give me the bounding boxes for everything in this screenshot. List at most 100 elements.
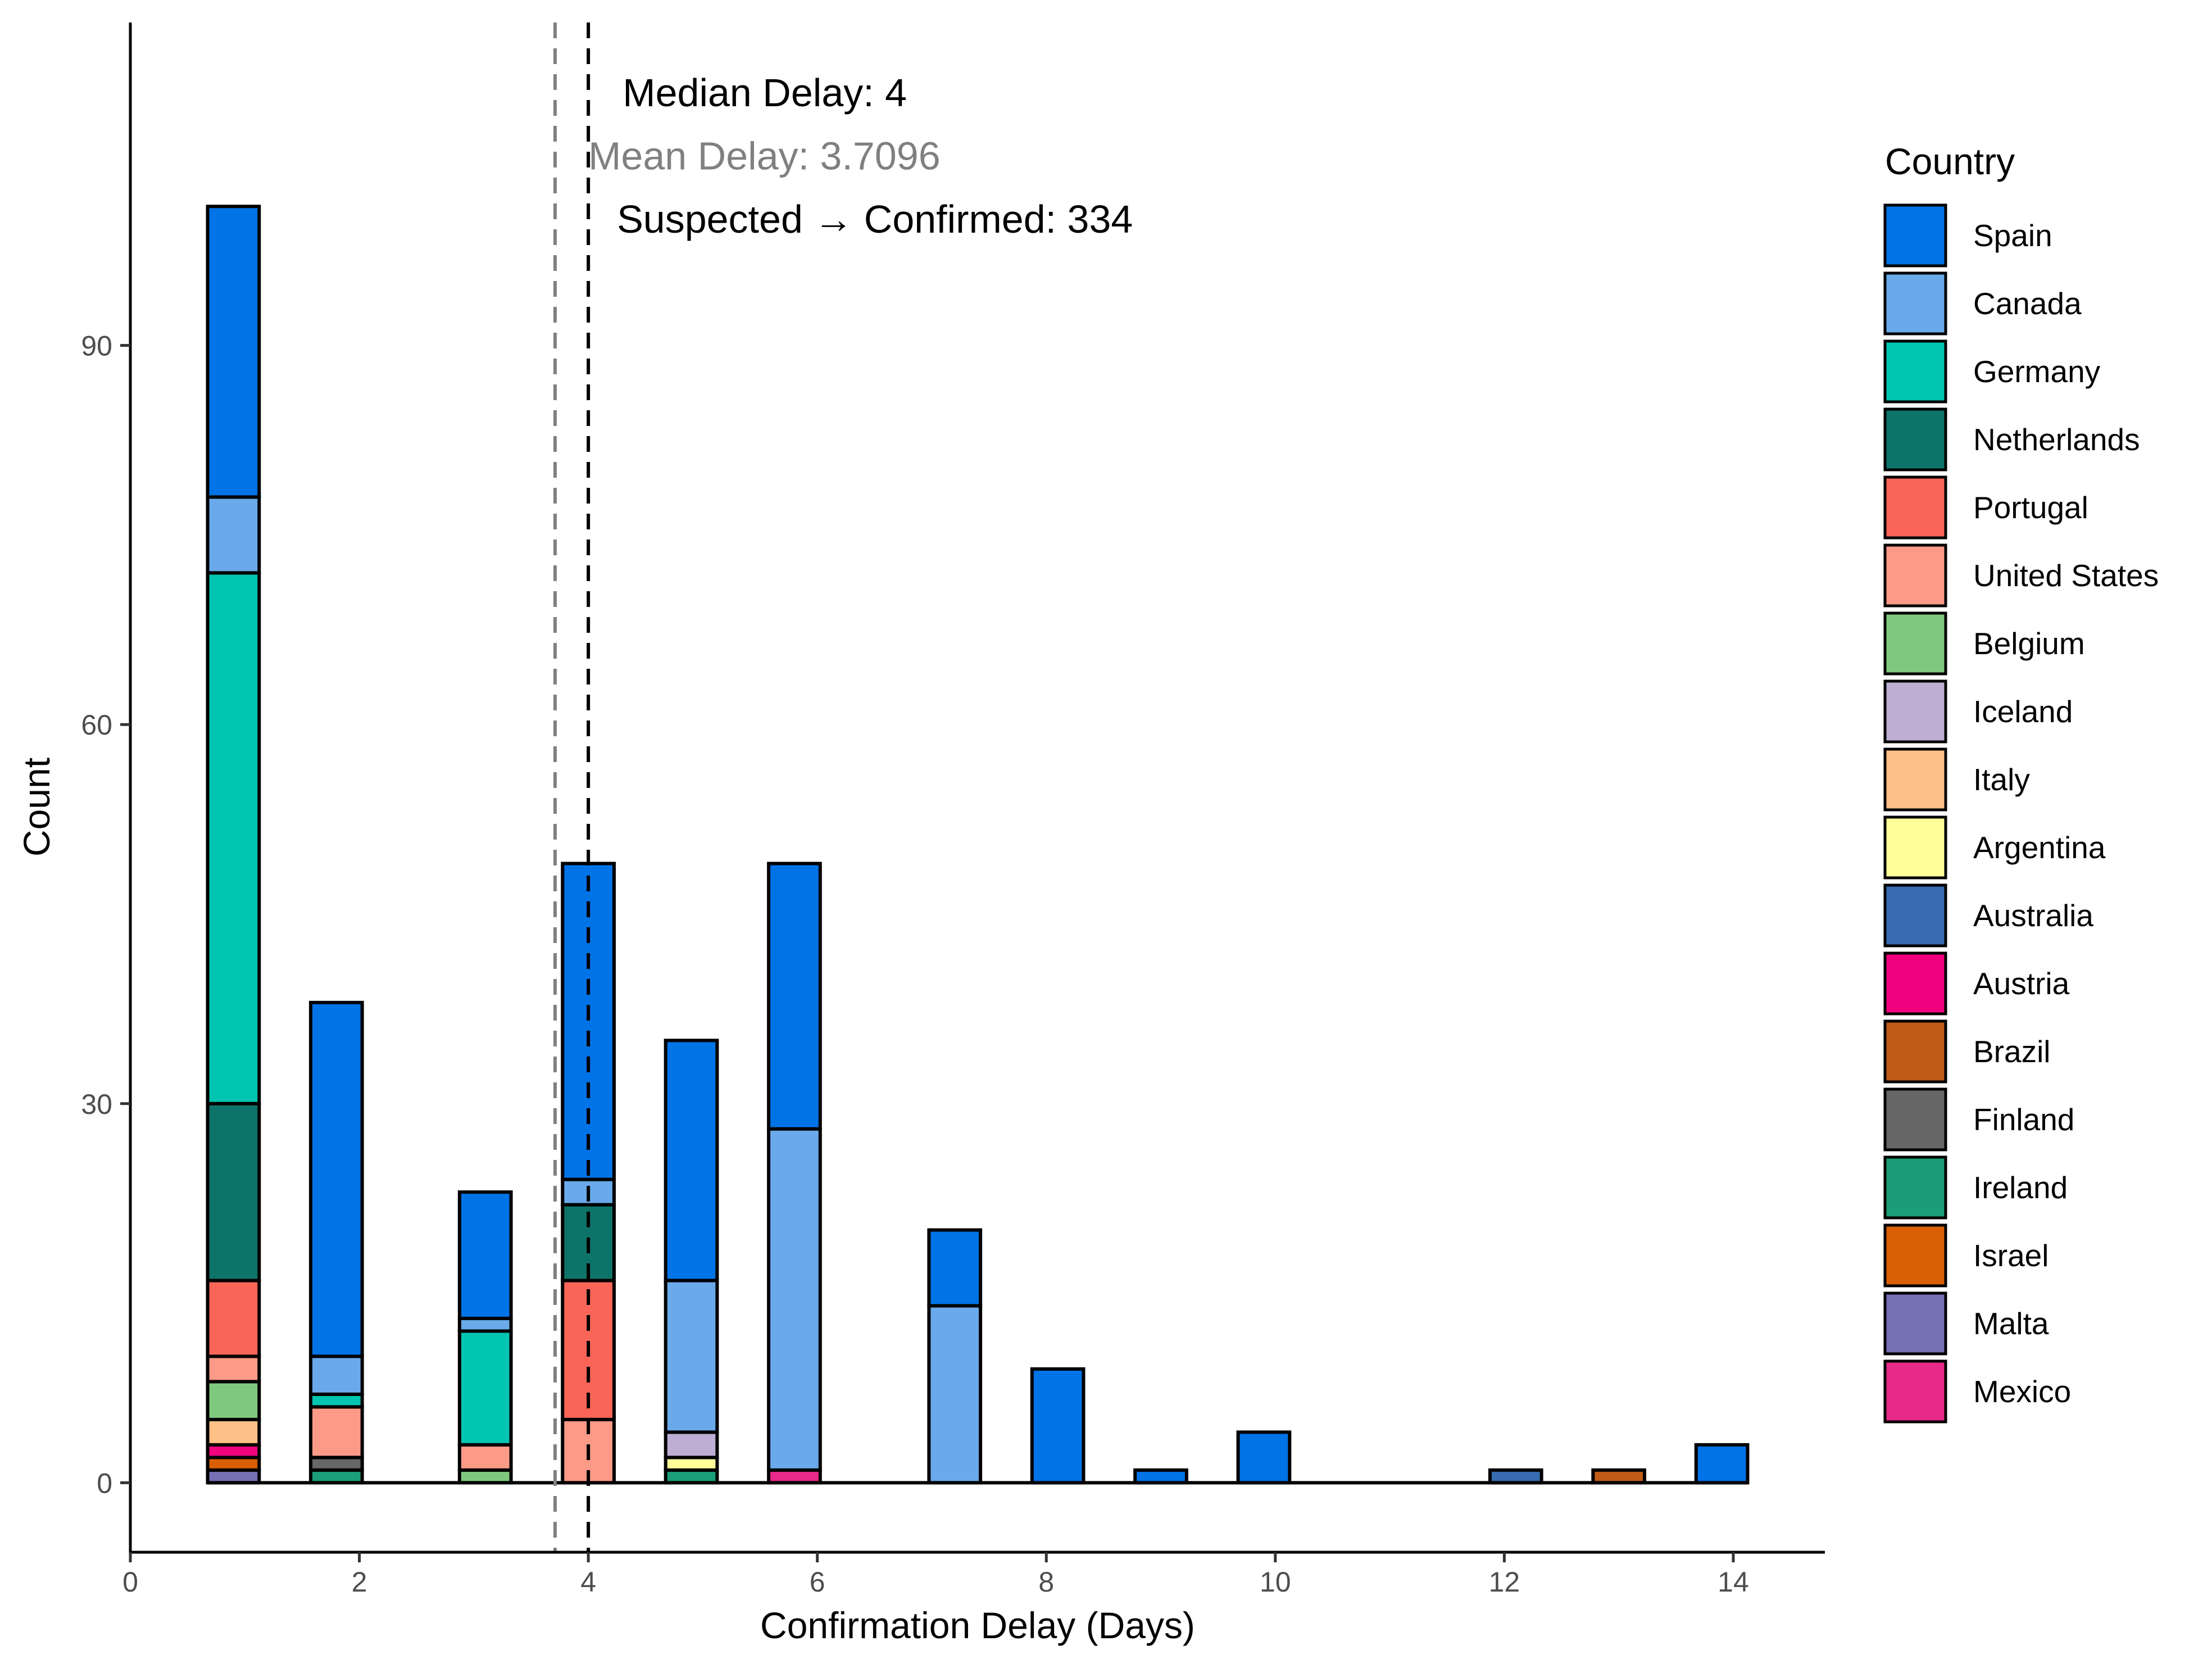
legend-label: Brazil xyxy=(1973,1034,2051,1069)
bar-stack xyxy=(1488,1468,1543,1485)
legend-swatch xyxy=(1883,951,1947,1016)
bar-segment xyxy=(767,1468,822,1485)
bar-segment xyxy=(308,1392,364,1409)
legend-swatch xyxy=(1883,543,1947,608)
legend-title: Country xyxy=(1885,140,2015,182)
legend-entry: Austria xyxy=(1883,951,2070,1016)
legend-swatch xyxy=(1883,339,1947,404)
legend-entry: Italy xyxy=(1883,747,2030,812)
legend-entry: Mexico xyxy=(1883,1359,2071,1424)
bar-segment xyxy=(457,1329,513,1447)
legend-entry: Belgium xyxy=(1883,611,2085,676)
legend-label: Austria xyxy=(1973,966,2070,1001)
bar-segment xyxy=(308,1354,364,1396)
bar-segment xyxy=(308,1468,364,1485)
bar-segment xyxy=(664,1430,719,1459)
x-tick-label: 0 xyxy=(122,1566,138,1598)
bar-segment xyxy=(308,1456,364,1472)
legend-entry: Spain xyxy=(1883,203,2052,268)
legend-label: Canada xyxy=(1973,286,2082,321)
x-tick-label: 6 xyxy=(810,1566,825,1598)
bar-segment xyxy=(308,1000,364,1358)
bar-stack xyxy=(1694,1443,1750,1485)
x-tick-label: 10 xyxy=(1260,1566,1291,1598)
legend-label: Argentina xyxy=(1973,830,2106,865)
bar-segment xyxy=(1591,1468,1647,1485)
legend-entry: Iceland xyxy=(1883,679,2073,744)
legend-entry: United States xyxy=(1883,543,2159,608)
x-tick-label: 12 xyxy=(1489,1566,1520,1598)
x-axis-title: Confirmation Delay (Days) xyxy=(760,1604,1195,1646)
legend-entry: Canada xyxy=(1883,271,2082,336)
axes: 0 2 4 6 8 10 12 14 0 30 60 90 Confirmation Delay (Da… xyxy=(16,22,1825,1646)
legend-entry: Malta xyxy=(1883,1291,2049,1356)
bar-segment xyxy=(206,571,261,1105)
legend-swatch xyxy=(1883,747,1947,812)
bar-segment xyxy=(664,1456,719,1472)
bar-segment xyxy=(1030,1367,1085,1485)
bar-stack xyxy=(1133,1468,1188,1485)
bar-segment xyxy=(206,1417,261,1447)
legend-swatch xyxy=(1883,1223,1947,1288)
bar-stack xyxy=(457,1190,513,1485)
annotation-text: Mean Delay: 3.7096 xyxy=(588,134,941,178)
bar-stack xyxy=(206,205,261,1485)
legend-swatch xyxy=(1883,883,1947,948)
bar-segment xyxy=(767,862,822,1131)
bar-stack xyxy=(927,1228,983,1485)
x-tick-label: 4 xyxy=(580,1566,596,1598)
legend-swatch xyxy=(1883,475,1947,540)
bar-stack xyxy=(1236,1430,1292,1485)
bar-stack xyxy=(1030,1367,1085,1485)
legend-label: Mexico xyxy=(1973,1374,2071,1409)
bar-segment xyxy=(457,1317,513,1333)
bar-segment xyxy=(206,1102,261,1282)
legend-label: Netherlands xyxy=(1973,422,2140,457)
bar-segment xyxy=(927,1304,983,1485)
x-tick-label: 14 xyxy=(1718,1566,1749,1598)
legend-label: Ireland xyxy=(1973,1170,2068,1205)
y-tick-label: 0 xyxy=(97,1467,112,1499)
legend-swatch xyxy=(1883,407,1947,472)
bars-layer xyxy=(206,205,1750,1485)
legend-label: Iceland xyxy=(1973,694,2073,729)
legend-label: Australia xyxy=(1973,898,2093,933)
legend-label: Italy xyxy=(1973,762,2030,797)
legend-label: Belgium xyxy=(1973,626,2085,661)
legend-swatch xyxy=(1883,679,1947,744)
bar-segment xyxy=(1694,1443,1750,1485)
bar-segment xyxy=(206,1380,261,1421)
bar-segment xyxy=(664,1039,719,1282)
legend-swatch xyxy=(1883,1359,1947,1424)
bar-segment xyxy=(206,1443,261,1459)
bar-stack xyxy=(767,862,822,1485)
legend-swatch xyxy=(1883,611,1947,676)
bar-segment xyxy=(664,1468,719,1485)
bar-segment xyxy=(1236,1430,1292,1485)
legend-label: Israel xyxy=(1973,1238,2049,1273)
bar-segment xyxy=(457,1443,513,1472)
legend-entry: Israel xyxy=(1883,1223,2049,1288)
legend-swatch xyxy=(1883,1087,1947,1152)
annotation-text: Median Delay: 4 xyxy=(623,71,907,115)
bar-segment xyxy=(1488,1468,1543,1485)
y-tick-label: 60 xyxy=(81,709,112,741)
annotations: Median Delay: 4 Mean Delay: 3.7096 Suspect… xyxy=(588,71,1133,241)
legend-entry: Ireland xyxy=(1883,1155,2068,1220)
legend-label: Finland xyxy=(1973,1102,2074,1137)
legend-swatch xyxy=(1883,1019,1947,1084)
legend: Country Spain Canada Germany Netherlands Port… xyxy=(1883,140,2159,1424)
legend-entry: Portugal xyxy=(1883,475,2088,540)
legend-entry: Netherlands xyxy=(1883,407,2140,472)
bar-segment xyxy=(206,1468,261,1485)
bar-stack xyxy=(664,1039,719,1485)
legend-entry: Australia xyxy=(1883,883,2093,948)
bar-segment xyxy=(206,495,261,575)
bar-segment xyxy=(206,1456,261,1472)
legend-label: United States xyxy=(1973,558,2159,593)
legend-entry: Germany xyxy=(1883,339,2101,404)
legend-entry: Argentina xyxy=(1883,815,2106,880)
legend-label: Spain xyxy=(1973,218,2052,253)
legend-swatch xyxy=(1883,815,1947,880)
